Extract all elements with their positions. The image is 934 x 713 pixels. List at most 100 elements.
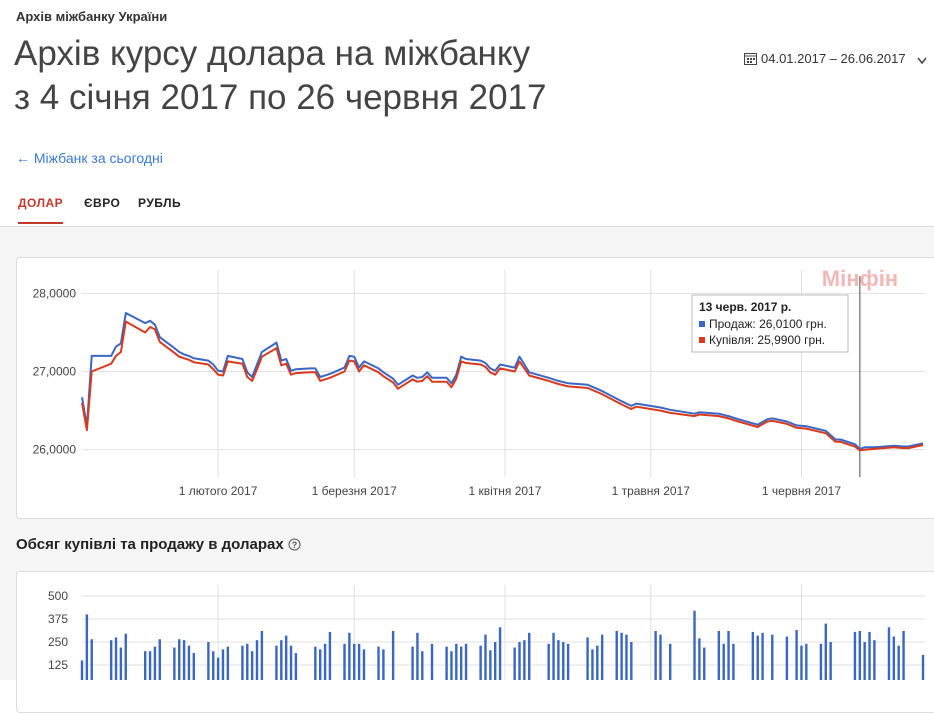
bar [391, 630, 395, 680]
tab[interactable]: РУБЛЬ [138, 196, 182, 210]
bar [513, 647, 516, 680]
bar [90, 639, 93, 680]
bar [459, 646, 463, 680]
bar [479, 645, 482, 680]
bar [377, 646, 380, 680]
bar [921, 654, 925, 680]
bar [294, 653, 298, 680]
bar [362, 649, 366, 680]
bar [785, 636, 789, 680]
bar [805, 643, 808, 680]
x-tick-label: 1 травня 2017 [612, 484, 691, 498]
y-tick-label: 375 [48, 612, 68, 626]
bar [562, 642, 565, 680]
bar [600, 634, 604, 680]
page-title: Архів курсу долара на міжбанку з 4 січня… [14, 32, 547, 120]
bar [226, 646, 230, 680]
bar [216, 657, 220, 680]
bar [698, 638, 701, 680]
bar [722, 643, 725, 680]
bar [858, 630, 862, 680]
bar [523, 640, 526, 680]
bar [494, 642, 497, 680]
y-tick-label: 250 [48, 635, 68, 649]
tab[interactable]: ДОЛАР [18, 196, 64, 224]
bar [323, 643, 327, 680]
bar [178, 639, 181, 680]
bar [761, 632, 764, 680]
bar [615, 630, 618, 680]
svg-text:?: ? [292, 540, 298, 550]
bar [241, 645, 244, 680]
y-tick-label: 28,0000 [33, 286, 77, 300]
bar [255, 640, 259, 680]
bar [328, 631, 332, 680]
bar [654, 630, 657, 680]
page-body: Архів міжбанку України Архів курсу долар… [0, 9, 934, 713]
bar [591, 649, 594, 680]
bar [187, 645, 191, 680]
tooltip-box [691, 294, 849, 353]
bar [357, 643, 361, 680]
bar [411, 646, 414, 680]
bar [421, 651, 424, 680]
bar [275, 645, 278, 680]
date-range-picker[interactable]: 04.01.2017 – 26.06.2017 [744, 51, 931, 66]
back-link[interactable]: ← Міжбанк за сьогодні [16, 150, 163, 166]
bar [887, 627, 891, 680]
date-range-text: 04.01.2017 – 26.06.2017 [761, 51, 906, 66]
help-icon[interactable]: ? [288, 538, 301, 551]
bar [114, 637, 118, 680]
bar [124, 633, 127, 680]
bar [153, 646, 157, 680]
bar [902, 630, 905, 680]
page: Архів міжбанку { "header": { "breadcrumb… [0, 9, 934, 713]
line-series [81, 320, 924, 452]
bar [489, 650, 492, 680]
bar [85, 614, 89, 680]
bar [771, 634, 774, 680]
x-tick-label: 1 лютого 2017 [179, 484, 258, 498]
bar [732, 643, 735, 680]
volume-title: Обсяг купівлі та продажу в доларах [16, 536, 284, 553]
bar [751, 631, 755, 680]
y-tick-label: 26,0000 [33, 443, 77, 457]
bar [158, 639, 161, 680]
bar [868, 631, 871, 680]
bar [455, 643, 458, 680]
bar [669, 643, 672, 680]
bar [450, 651, 453, 680]
dropdown-caret [917, 57, 927, 65]
breadcrumb[interactable]: Архів міжбанку України [16, 9, 168, 24]
bar [547, 643, 550, 680]
bar [829, 642, 832, 680]
bar [80, 660, 84, 680]
bar [557, 640, 560, 680]
tooltip-swatch [699, 321, 705, 327]
tooltip: 13 черв. 2017 р. Продаж: 26,0100 грн. Купі… [691, 294, 849, 353]
bar [280, 640, 283, 680]
bar [630, 642, 633, 680]
bar [756, 635, 759, 680]
bar [800, 645, 803, 680]
line-series [81, 312, 924, 450]
bar [148, 651, 152, 680]
bar [246, 643, 249, 680]
bar [586, 637, 589, 680]
bar [260, 630, 264, 680]
bar [343, 643, 346, 680]
x-tick-label: 1 березня 2017 [312, 484, 397, 498]
bar [498, 627, 502, 680]
bar [727, 630, 730, 680]
bar [314, 646, 317, 680]
tab[interactable]: ЄВРО [84, 196, 121, 210]
y-tick-label: 500 [48, 589, 68, 603]
tooltip-swatch [699, 337, 705, 343]
bar [892, 636, 896, 680]
bar [596, 645, 599, 680]
bar [717, 630, 721, 680]
bar [703, 647, 706, 680]
bar [119, 647, 123, 680]
bar [552, 632, 555, 680]
